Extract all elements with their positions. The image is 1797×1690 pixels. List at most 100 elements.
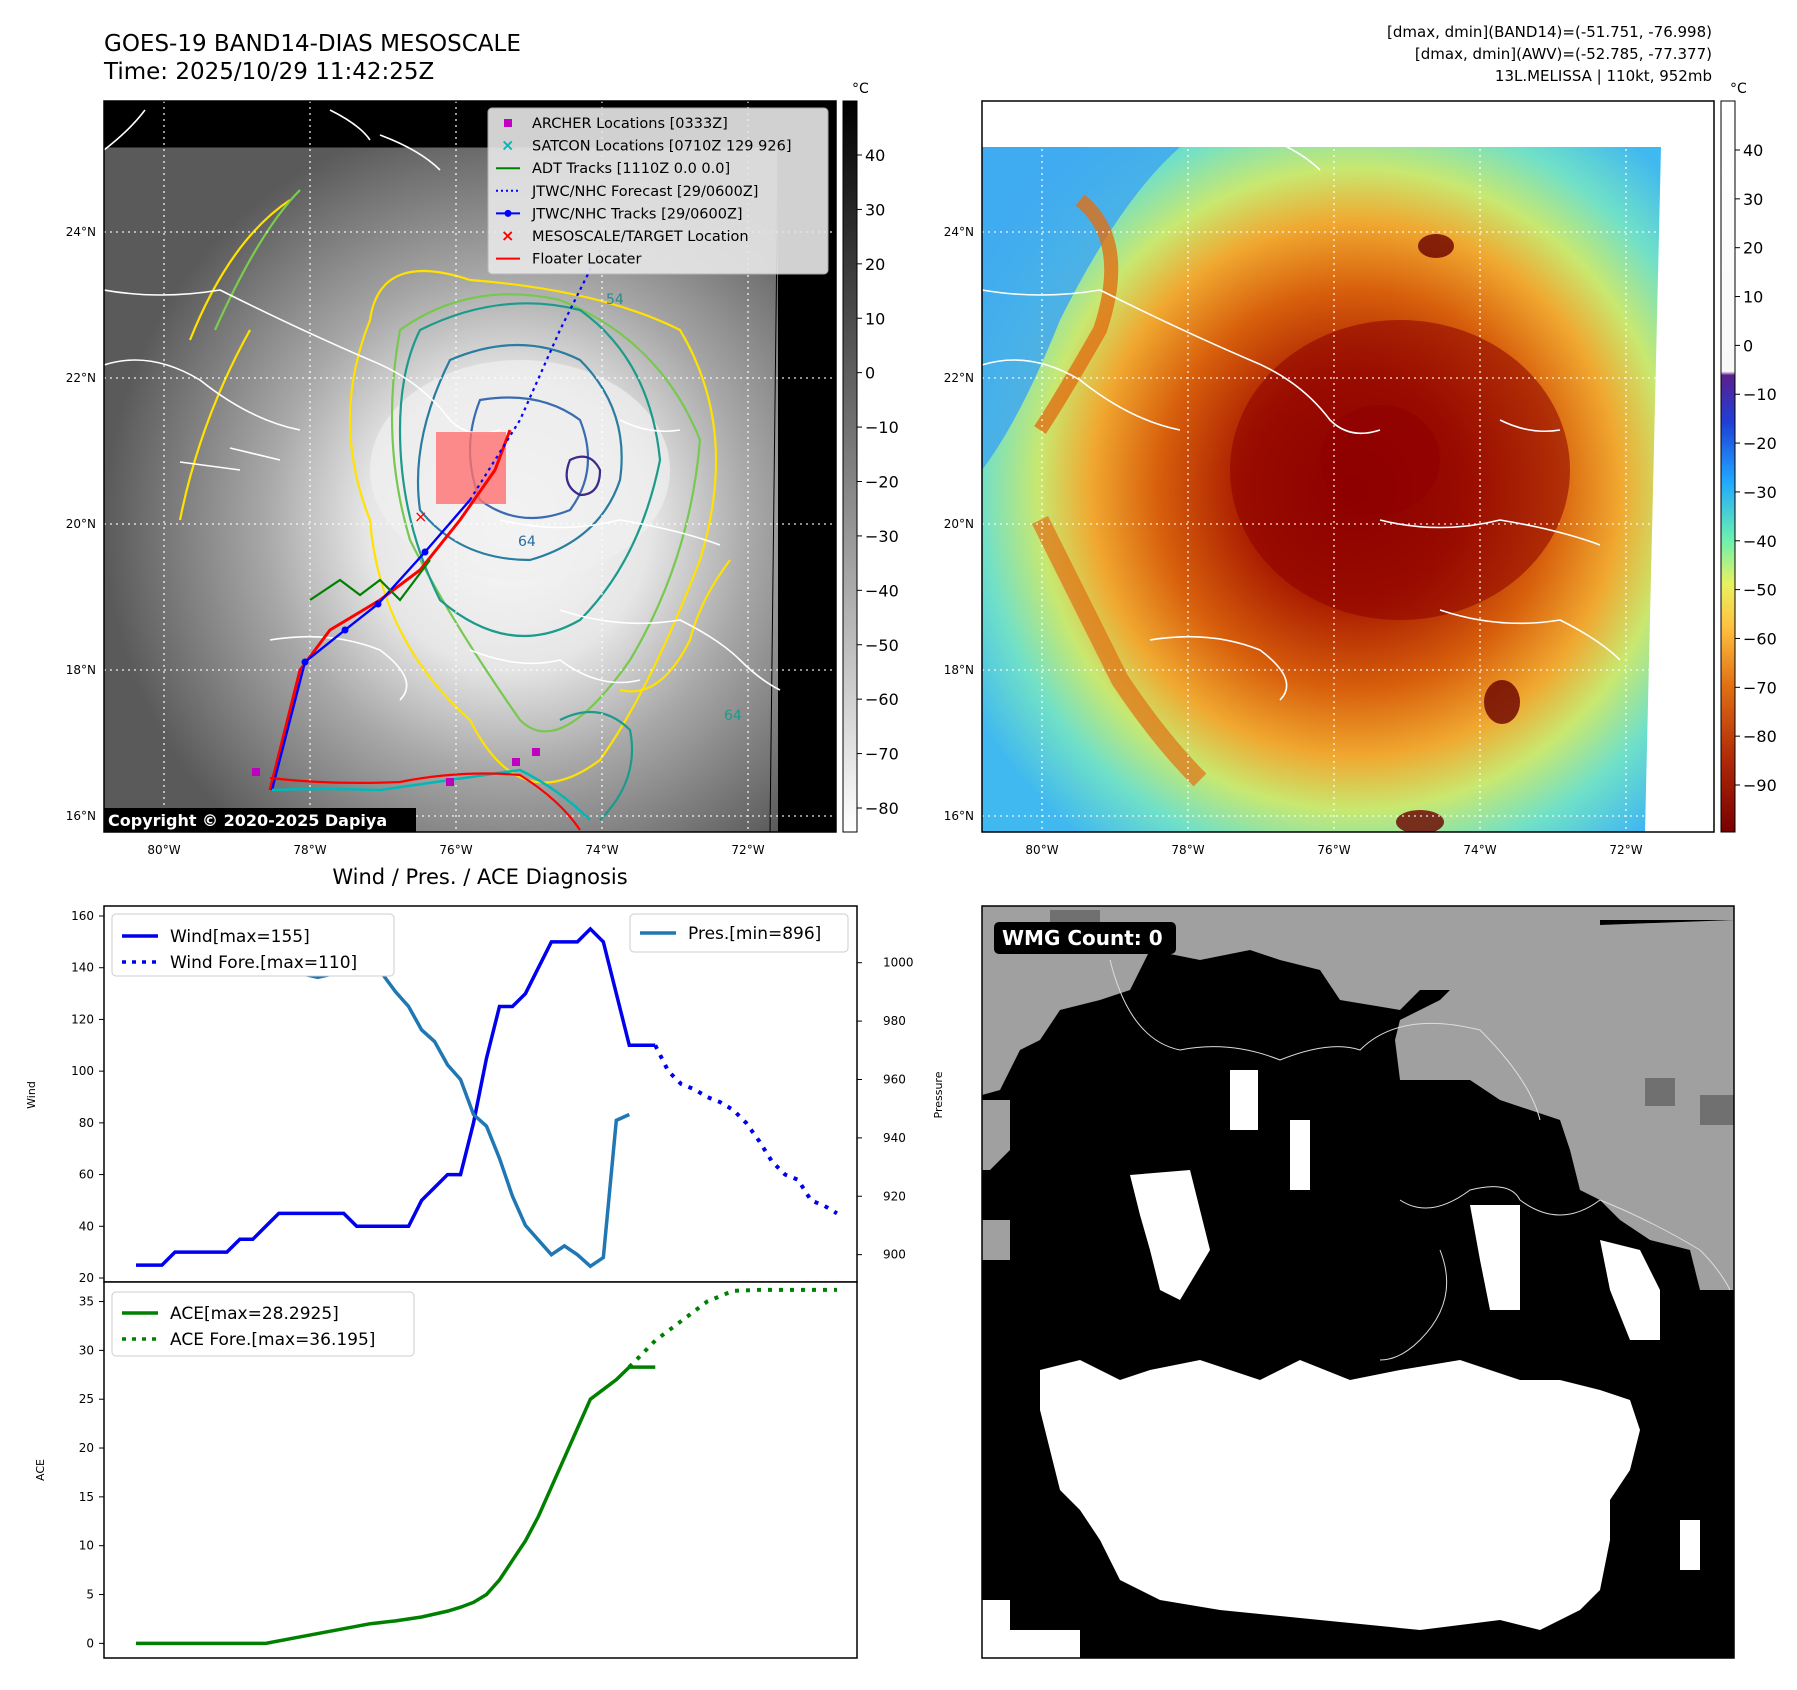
svg-text:×: × xyxy=(501,226,514,245)
legend-item-2: ADT Tracks [1110Z 0.0 0.0] xyxy=(496,161,730,177)
left-colorbar-tick-11: −70 xyxy=(865,745,899,764)
wind-ytick-2: 60 xyxy=(79,1168,94,1182)
series-line-0 xyxy=(136,926,656,1267)
legend-item-3: JTWC/NHC Forecast [29/0600Z] xyxy=(496,184,758,200)
map2-lat-4: 16°N xyxy=(944,809,974,823)
right-colorbar-tick-0: 40 xyxy=(1743,141,1763,160)
map2-lat-1: 22°N xyxy=(944,371,974,385)
wind-ytick-0: 20 xyxy=(79,1271,94,1285)
pressure-ytick-2: 940 xyxy=(883,1131,906,1145)
left-colorbar-tick-5: −10 xyxy=(865,418,899,437)
right-colorbar-unit: °C xyxy=(1730,81,1747,97)
color-colorbar: °C 40 30 20 10 0 −10 −20 −30 −40 −50 −60 −70 −80 −90 xyxy=(1720,81,1777,833)
series-line-1 xyxy=(653,1044,839,1216)
wmg-count-label: WMG Count: 0 xyxy=(1002,926,1163,950)
figure-title-line2: Time: 2025/10/29 11:42:25Z xyxy=(103,59,434,85)
legend-label-5: MESOSCALE/TARGET Location xyxy=(532,229,749,245)
ace-ytick-7: 35 xyxy=(79,1295,94,1309)
left-colorbar-tick-8: −40 xyxy=(865,581,899,600)
wind-ytick-4: 100 xyxy=(71,1064,94,1078)
map2-lat-3: 18°N xyxy=(944,663,974,677)
map2-lat-0: 24°N xyxy=(944,225,974,239)
ace-legend-label-0: ACE[max=28.2925] xyxy=(170,1304,339,1324)
wind-ytick-5: 120 xyxy=(71,1012,94,1026)
ace-ytick-5: 25 xyxy=(79,1392,94,1406)
ace-ytick-4: 20 xyxy=(79,1441,94,1455)
map1-lon-3: 74°W xyxy=(585,843,618,857)
wind-legend-label-0: Wind[max=155] xyxy=(170,927,310,947)
ace-ytick-2: 10 xyxy=(79,1539,94,1553)
ace-chart: 0 5 10 15 20 25 30 35 ACE ACE[max=28.2925] ACE For… xyxy=(34,1281,858,1659)
wind-ylabel: Wind xyxy=(25,1081,38,1109)
pressure-legend-label: Pres.[min=896] xyxy=(688,924,821,944)
right-colorbar-tick-9: −50 xyxy=(1743,581,1777,600)
copyright-label: Copyright © 2020-2025 Dapiya xyxy=(108,811,387,830)
map1-lat-2: 20°N xyxy=(66,517,96,531)
map1-lat-4: 16°N xyxy=(66,809,96,823)
legend-item-6: Floater Locater xyxy=(496,252,641,268)
left-colorbar-unit: °C xyxy=(852,81,869,97)
left-colorbar-tick-2: 20 xyxy=(865,255,885,274)
left-colorbar-tick-7: −30 xyxy=(865,527,899,546)
legend-item-0: ARCHER Locations [0333Z] xyxy=(504,116,728,132)
map1-lon-1: 78°W xyxy=(293,843,326,857)
right-colorbar-tick-7: −30 xyxy=(1743,483,1777,502)
color-map-panel xyxy=(982,101,1714,832)
map-legend: ARCHER Locations [0333Z] × SATCON Location… xyxy=(487,107,829,275)
left-colorbar-tick-1: 30 xyxy=(865,200,885,219)
ace-series-line-0 xyxy=(136,1365,656,1646)
right-colorbar-tick-4: 0 xyxy=(1743,336,1753,355)
right-colorbar-tick-8: −40 xyxy=(1743,532,1777,551)
right-colorbar-tick-6: −20 xyxy=(1743,434,1777,453)
map2-lon-4: 72°W xyxy=(1609,843,1642,857)
grayscale-colorbar: °C 40 30 20 10 0 −10 −20 −30 −40 −50 −60 −70 −80 xyxy=(842,81,899,833)
wind-ytick-6: 140 xyxy=(71,961,94,975)
pressure-ytick-0: 900 xyxy=(883,1248,906,1262)
ace-ytick-1: 5 xyxy=(86,1588,94,1602)
left-colorbar-tick-10: −60 xyxy=(865,690,899,709)
contour-label-64b: 64 xyxy=(724,708,742,724)
map1-lon-0: 80°W xyxy=(147,843,180,857)
pressure-ytick-3: 960 xyxy=(883,1072,906,1086)
right-colorbar-tick-11: −70 xyxy=(1743,678,1777,697)
map2-lat-2: 20°N xyxy=(944,517,974,531)
right-colorbar-tick-3: 10 xyxy=(1743,288,1763,307)
target-location-marker: × xyxy=(414,507,427,526)
right-colorbar-tick-12: −80 xyxy=(1743,727,1777,746)
right-colorbar-tick-1: 30 xyxy=(1743,190,1763,209)
ace-legend-label-1: ACE Fore.[max=36.195] xyxy=(170,1330,375,1350)
figure-title-line1: GOES-19 BAND14-DIAS MESOSCALE xyxy=(104,31,521,57)
ace-ytick-6: 30 xyxy=(79,1343,94,1357)
pressure-ytick-4: 980 xyxy=(883,1014,906,1028)
map1-lat-0: 24°N xyxy=(66,225,96,239)
legend-label-2: ADT Tracks [1110Z 0.0 0.0] xyxy=(532,161,730,177)
map2-lon-1: 78°W xyxy=(1171,843,1204,857)
wind-ytick-1: 40 xyxy=(79,1219,94,1233)
left-colorbar-tick-9: −50 xyxy=(865,636,899,655)
ace-ylabel: ACE xyxy=(34,1459,47,1481)
pressure-ytick-5: 1000 xyxy=(883,956,914,970)
contour-label-54: 54 xyxy=(606,292,624,308)
legend-label-6: Floater Locater xyxy=(532,252,641,268)
pressure-ylabel: Pressure xyxy=(932,1071,945,1118)
map1-lat-3: 18°N xyxy=(66,663,96,677)
wind-ytick-3: 80 xyxy=(79,1116,94,1130)
left-colorbar-tick-4: 0 xyxy=(865,364,875,383)
legend-item-4: JTWC/NHC Tracks [29/0600Z] xyxy=(496,206,743,222)
ace-ytick-3: 15 xyxy=(79,1490,94,1504)
map2-lon-3: 74°W xyxy=(1463,843,1496,857)
pressure-ytick-1: 920 xyxy=(883,1189,906,1203)
right-colorbar-tick-13: −90 xyxy=(1743,776,1777,795)
left-colorbar-tick-0: 40 xyxy=(865,146,885,165)
wind-legend-label-1: Wind Fore.[max=110] xyxy=(170,953,357,973)
left-colorbar-tick-6: −20 xyxy=(865,473,899,492)
ace-ytick-0: 0 xyxy=(86,1636,94,1650)
right-colorbar-tick-10: −60 xyxy=(1743,629,1777,648)
map1-lat-1: 22°N xyxy=(66,371,96,385)
stats-line3: 13L.MELISSA | 110kt, 952mb xyxy=(1495,67,1712,85)
map1-lon-2: 76°W xyxy=(439,843,472,857)
legend-label-4: JTWC/NHC Tracks [29/0600Z] xyxy=(531,206,743,222)
map1-lon-4: 72°W xyxy=(731,843,764,857)
contour-label-64a: 64 xyxy=(518,534,536,550)
stats-line1: [dmax, dmin](BAND14)=(-51.751, -76.998) xyxy=(1387,23,1712,41)
